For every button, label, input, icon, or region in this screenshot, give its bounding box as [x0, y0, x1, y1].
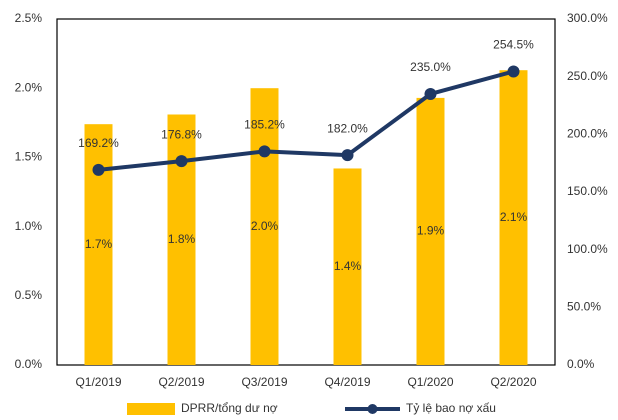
line — [98, 69, 515, 172]
y2-tick-label: 0.0% — [567, 357, 595, 371]
y-tick-label: 1.5% — [15, 150, 43, 164]
line-value-label: 176.8% — [161, 127, 202, 141]
line-marker — [341, 149, 354, 162]
line-value-label: 182.0% — [327, 121, 368, 135]
line-value-label: 185.2% — [244, 118, 285, 132]
y-tick-label: 2.5% — [15, 11, 43, 25]
legend-marker — [367, 404, 378, 414]
bar-value-label: 1.8% — [168, 232, 196, 246]
legend-label: Tỷ lệ bao nợ xấu — [406, 401, 496, 415]
line-marker — [424, 87, 437, 100]
line-marker — [507, 65, 520, 78]
line-value-label: 169.2% — [78, 136, 119, 150]
x-tick-label: Q2/2019 — [158, 375, 204, 389]
line-marker — [258, 145, 271, 158]
line-marker — [92, 163, 105, 176]
y-tick-label: 2.0% — [15, 80, 43, 94]
y2-tick-label: 50.0% — [567, 300, 601, 314]
bar-value-label: 1.4% — [334, 259, 362, 273]
x-tick-label: Q1/2020 — [407, 375, 453, 389]
bar-value-label: 1.9% — [417, 224, 445, 238]
bar — [250, 88, 279, 365]
x-tick-label: Q1/2019 — [75, 375, 121, 389]
bar — [416, 97, 445, 365]
y-tick-label: 0.0% — [15, 357, 43, 371]
legend-label: DPRR/tổng dư nợ — [181, 401, 278, 415]
line-value-label: 254.5% — [493, 38, 534, 52]
y-tick-label: 1.0% — [15, 219, 43, 233]
line-value-label: 235.0% — [410, 60, 451, 74]
x-tick-label: Q2/2020 — [490, 375, 536, 389]
bar-value-label: 1.7% — [85, 237, 113, 251]
y2-tick-label: 150.0% — [567, 184, 608, 198]
x-tick-label: Q3/2019 — [241, 375, 287, 389]
plot-frame — [56, 18, 556, 366]
bar — [333, 168, 362, 365]
legend-swatch — [127, 403, 175, 415]
y2-tick-label: 100.0% — [567, 242, 608, 256]
y2-tick-label: 250.0% — [567, 69, 608, 83]
bar — [499, 70, 528, 365]
bar-value-label: 2.0% — [251, 219, 279, 233]
x-tick-label: Q4/2019 — [324, 375, 370, 389]
line-marker — [175, 155, 188, 168]
y2-tick-label: 300.0% — [567, 11, 608, 25]
bar-value-label: 2.1% — [500, 210, 528, 224]
y-tick-label: 0.5% — [15, 288, 43, 302]
y2-tick-label: 200.0% — [567, 127, 608, 141]
